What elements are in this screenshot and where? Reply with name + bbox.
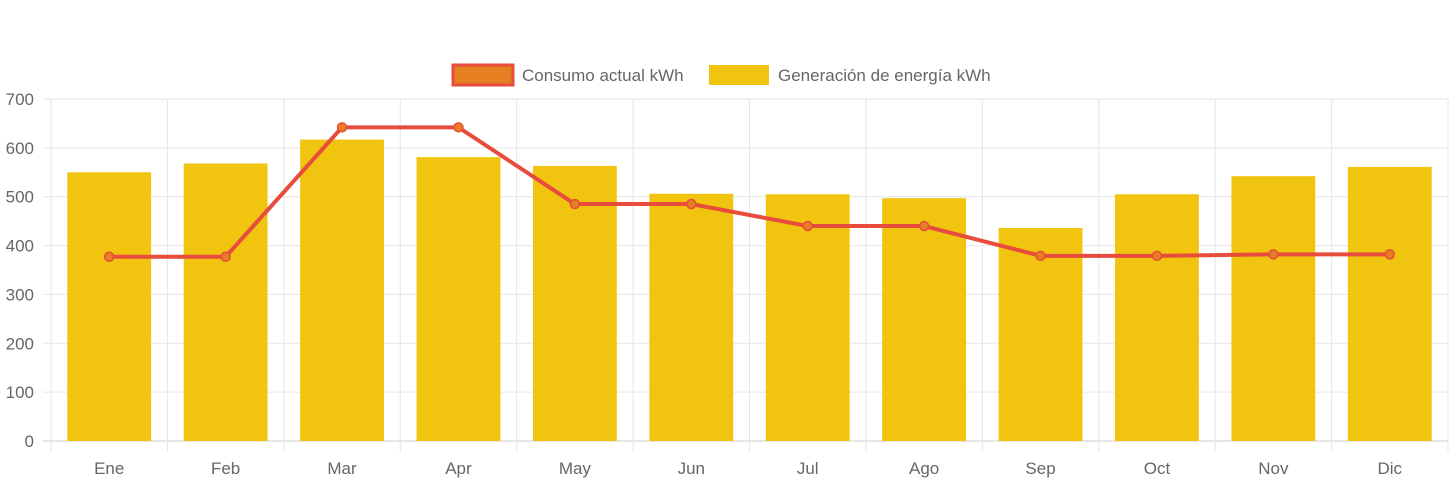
point-consumo-sep[interactable] xyxy=(1035,250,1046,262)
point-consumo-jul[interactable] xyxy=(802,220,813,232)
bar-generacion-ago[interactable] xyxy=(882,198,967,441)
x-tick-label: Ene xyxy=(94,459,124,478)
bar-generacion-mar[interactable] xyxy=(300,139,384,441)
point-consumo-nov[interactable] xyxy=(1268,249,1279,260)
y-tick-label: 0 xyxy=(25,432,34,451)
y-tick-label: 600 xyxy=(6,139,34,158)
legend-label-consumo: Consumo actual kWh xyxy=(522,66,684,85)
x-tick-label: May xyxy=(559,459,592,478)
x-tick-label: Apr xyxy=(445,459,472,478)
x-tick-label: Feb xyxy=(211,459,240,478)
legend-swatch-generacion xyxy=(709,65,769,85)
y-tick-label: 100 xyxy=(6,383,34,402)
line-series xyxy=(103,122,1396,263)
point-consumo-ago[interactable] xyxy=(918,220,930,232)
y-tick-label: 300 xyxy=(6,285,34,304)
bar-generacion-sep[interactable] xyxy=(998,227,1083,441)
bar-generacion-jun[interactable] xyxy=(649,193,734,441)
point-consumo-apr[interactable] xyxy=(453,122,464,133)
point-consumo-ene[interactable] xyxy=(103,251,115,263)
y-tick-label: 200 xyxy=(6,334,34,353)
x-tick-label: Ago xyxy=(909,459,939,478)
legend[interactable]: Consumo actual kWh Generación de energía… xyxy=(451,63,991,87)
point-consumo-feb[interactable] xyxy=(220,251,231,263)
point-consumo-may[interactable] xyxy=(569,198,581,210)
x-tick-label: Dic xyxy=(1378,459,1403,478)
bar-generacion-dic[interactable] xyxy=(1347,166,1432,441)
bar-generacion-may[interactable] xyxy=(532,165,617,442)
legend-item-generacion[interactable]: Generación de energía kWh xyxy=(709,65,991,85)
legend-swatch-consumo xyxy=(451,63,515,87)
y-axis: 0 100 200 300 400 500 600 700 xyxy=(6,90,34,451)
x-tick-label: Sep xyxy=(1025,459,1055,478)
bar-generacion-jul[interactable] xyxy=(765,194,850,441)
x-tick-label: Jul xyxy=(797,459,819,478)
x-tick-label: Nov xyxy=(1258,459,1289,478)
y-tick-label: 500 xyxy=(6,188,34,207)
x-tick-label: Jun xyxy=(678,459,705,478)
bar-generacion-feb[interactable] xyxy=(183,163,268,441)
bar-generacion-apr[interactable] xyxy=(416,157,501,441)
y-tick-label: 700 xyxy=(6,90,34,109)
x-tick-label: Mar xyxy=(327,459,357,478)
legend-item-consumo[interactable]: Consumo actual kWh xyxy=(451,63,684,87)
bar-generacion-ene[interactable] xyxy=(67,172,152,442)
x-axis: Ene Feb Mar Apr May Jun Jul Ago Sep Oct Nov Dic xyxy=(94,459,1402,478)
line-consumo xyxy=(109,125,1390,259)
point-consumo-jun[interactable] xyxy=(686,198,697,210)
legend-label-generacion: Generación de energía kWh xyxy=(778,66,991,85)
bar-generacion-nov[interactable] xyxy=(1231,176,1316,442)
y-tick-label: 400 xyxy=(6,237,34,256)
bar-series xyxy=(67,139,1432,442)
point-consumo-oct[interactable] xyxy=(1151,250,1163,262)
x-tick-label: Oct xyxy=(1144,459,1171,478)
bar-generacion-oct[interactable] xyxy=(1115,194,1199,441)
point-consumo-dic[interactable] xyxy=(1384,249,1396,260)
point-consumo-mar[interactable] xyxy=(336,122,348,133)
